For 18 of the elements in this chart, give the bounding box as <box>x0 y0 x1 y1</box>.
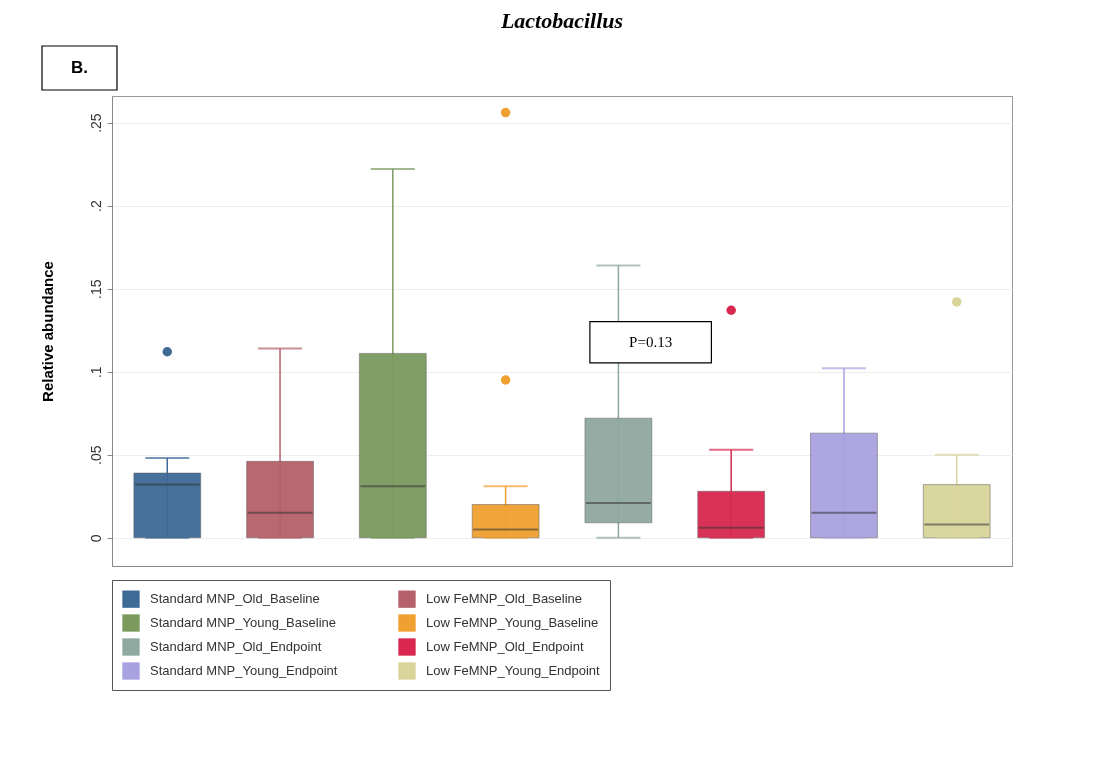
y-tick-label: .05 <box>87 445 104 465</box>
legend-label: Standard MNP_Young_Baseline <box>150 615 336 630</box>
text: B. <box>71 58 88 77</box>
legend-label: Low FeMNP_Old_Baseline <box>426 591 583 607</box>
legend-label: Standard MNP_Old_Endpoint <box>150 639 322 654</box>
legend-label: Standard MNP_Old_Baseline <box>150 591 320 607</box>
annotation: P=0.13 <box>629 334 673 351</box>
y-tick-label: .1 <box>87 366 104 379</box>
y-tick-label: .25 <box>87 113 104 133</box>
legend-label: Standard MNP_Young_Endpoint <box>150 663 338 678</box>
legend-label: Low FeMNP_Young_Endpoint <box>426 663 601 678</box>
y-axis-title: Relative abundance <box>38 261 56 402</box>
legend-label: Low FeMNP_Old_Endpoint <box>426 639 584 654</box>
y-tick-label: .2 <box>87 200 104 212</box>
chart-title: Lactobacillus <box>499 8 624 34</box>
y-tick-label: .15 <box>87 279 104 299</box>
legend-label: Low FeMNP_Young_Baseline <box>426 615 599 630</box>
y-tick-label: 0 <box>87 534 104 543</box>
